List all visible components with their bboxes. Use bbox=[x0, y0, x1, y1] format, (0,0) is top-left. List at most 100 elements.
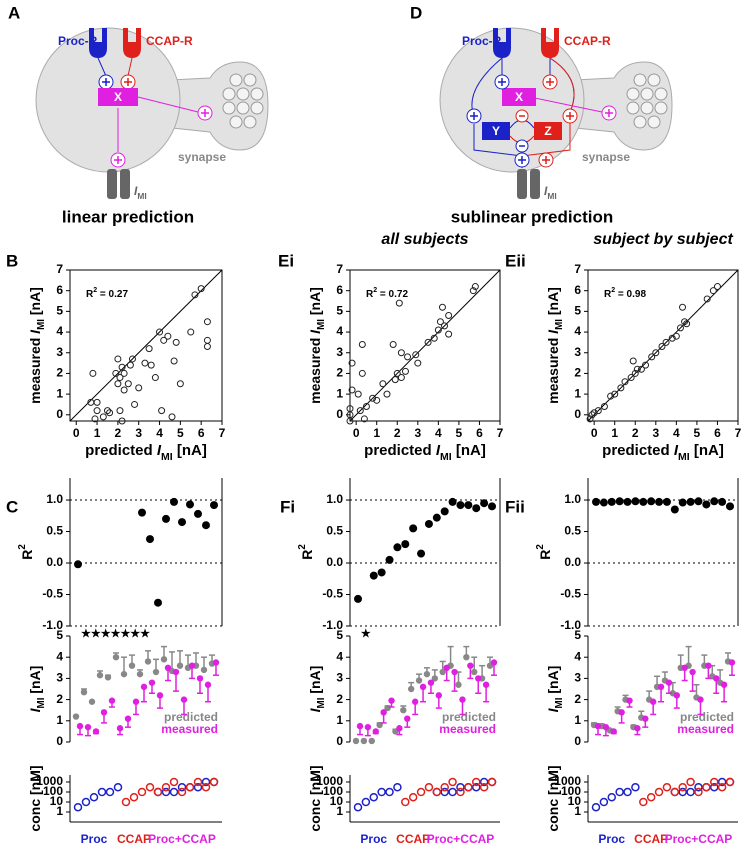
category-label: Proc bbox=[81, 832, 108, 846]
point bbox=[188, 662, 196, 669]
y-tick-label: 1.0 bbox=[564, 492, 581, 506]
point bbox=[96, 672, 104, 679]
label-part: [nA] bbox=[452, 442, 486, 459]
point bbox=[471, 668, 478, 676]
label-part: MI bbox=[678, 451, 690, 463]
point bbox=[637, 365, 645, 373]
point bbox=[360, 415, 368, 423]
y-tick-label: 0 bbox=[574, 407, 581, 421]
y-tick-label: 3 bbox=[336, 345, 343, 359]
y-tick-label: 7 bbox=[574, 262, 581, 276]
label-part: measured bbox=[307, 334, 323, 404]
point bbox=[412, 351, 420, 359]
identity-line bbox=[69, 269, 223, 422]
legend-entry: predicted bbox=[164, 710, 218, 724]
point bbox=[694, 497, 703, 506]
point bbox=[160, 656, 168, 663]
label-part: predicted bbox=[602, 442, 674, 459]
point bbox=[681, 664, 688, 671]
y-tick-label: 1 bbox=[336, 713, 343, 727]
point bbox=[120, 386, 128, 394]
label-part: = 0.72 bbox=[377, 289, 408, 300]
panel-title: all subjects bbox=[381, 231, 468, 248]
label-part: conc [nM] bbox=[545, 765, 561, 831]
point bbox=[203, 318, 211, 326]
point bbox=[705, 662, 712, 669]
label-part: MI bbox=[547, 191, 556, 201]
point bbox=[623, 497, 632, 506]
point bbox=[436, 318, 444, 326]
y-axis-label: IMI [nA] bbox=[545, 666, 565, 713]
conc-point bbox=[599, 797, 609, 807]
point bbox=[480, 499, 489, 508]
point bbox=[443, 664, 450, 671]
conc-point bbox=[623, 787, 632, 797]
receptor bbox=[493, 28, 511, 58]
label-part: MI bbox=[554, 319, 565, 330]
point bbox=[180, 696, 188, 703]
conc-point bbox=[639, 797, 648, 807]
label-part: MI bbox=[161, 451, 173, 463]
x-tick-label: 2 bbox=[115, 426, 122, 440]
point bbox=[116, 374, 124, 382]
category-label: Proc bbox=[360, 832, 387, 846]
point bbox=[194, 509, 202, 518]
point bbox=[649, 698, 657, 705]
conc-point bbox=[145, 782, 155, 792]
point bbox=[438, 303, 446, 311]
link bbox=[127, 57, 133, 77]
channel-label: IMI bbox=[544, 184, 557, 201]
point bbox=[432, 513, 441, 522]
x-axis-label: predicted IMI [nA] bbox=[364, 442, 486, 463]
label-part: measured bbox=[545, 334, 561, 404]
point bbox=[385, 555, 394, 564]
point bbox=[467, 662, 474, 669]
point bbox=[178, 518, 186, 527]
link bbox=[137, 96, 199, 113]
point bbox=[702, 500, 711, 509]
conc-point bbox=[709, 777, 719, 787]
y-tick-label: 100 bbox=[43, 784, 63, 798]
y-tick-label: 2 bbox=[336, 692, 343, 706]
label-part: MI bbox=[137, 191, 146, 201]
label-part: I bbox=[545, 329, 561, 334]
point bbox=[135, 384, 143, 392]
point bbox=[156, 328, 164, 336]
conc-point bbox=[201, 782, 211, 792]
point bbox=[379, 380, 387, 388]
label-part: R bbox=[604, 289, 612, 300]
conc-point bbox=[591, 802, 601, 812]
point bbox=[172, 668, 180, 676]
point bbox=[124, 715, 132, 722]
point bbox=[427, 679, 435, 686]
y-tick-label: -0.5 bbox=[560, 587, 581, 601]
x-tick-label: 0 bbox=[73, 426, 80, 440]
y-axis-label: R2 bbox=[17, 544, 35, 560]
point bbox=[703, 295, 711, 303]
conc-point bbox=[201, 777, 211, 787]
y-tick-label: 5 bbox=[574, 304, 581, 318]
point bbox=[397, 374, 405, 382]
conc-point bbox=[686, 787, 695, 797]
point bbox=[415, 677, 423, 684]
point bbox=[463, 654, 470, 661]
identity-line bbox=[587, 269, 739, 422]
y-tick-label: 6 bbox=[336, 283, 343, 297]
x-tick-label: 7 bbox=[497, 426, 504, 440]
label-part: conc [nM] bbox=[27, 765, 43, 831]
panel-label: D bbox=[410, 3, 422, 22]
point bbox=[626, 697, 633, 704]
point bbox=[120, 670, 128, 678]
x-tick-label: 0 bbox=[353, 426, 360, 440]
conc-point bbox=[479, 782, 489, 792]
conc-point bbox=[81, 797, 91, 807]
point bbox=[676, 324, 684, 332]
panel-label: C bbox=[6, 497, 18, 516]
point bbox=[709, 287, 717, 295]
panel-label: Fii bbox=[505, 497, 525, 516]
y-tick-label: 0 bbox=[56, 407, 63, 421]
label-part: 2 bbox=[17, 544, 28, 550]
y-tick-label: 1000 bbox=[554, 774, 581, 788]
x-tick-label: 1 bbox=[611, 426, 618, 440]
x-tick-label: 3 bbox=[652, 426, 659, 440]
